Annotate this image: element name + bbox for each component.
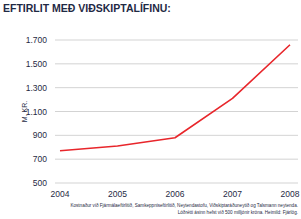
footnote: Kostnaður við Fjármálaeftirlitið, Samkep… xyxy=(70,202,298,208)
y-tick-label: 1.700 xyxy=(26,35,48,45)
y-tick-label: 1.500 xyxy=(26,59,48,69)
grid-line xyxy=(55,135,298,136)
footnote: Lóðrétti ásinn hefst við 500 milljónir k… xyxy=(178,209,298,215)
x-tick-label: 2007 xyxy=(223,189,242,199)
grid-line xyxy=(55,40,298,41)
grid-line xyxy=(55,111,298,112)
x-tick-label: 2008 xyxy=(281,189,300,199)
x-tick-label: 2004 xyxy=(51,189,70,199)
plot-area xyxy=(60,45,290,151)
y-tick-label: 900 xyxy=(33,130,47,140)
grid-line xyxy=(55,63,298,64)
title: EFTIRLIT MEÐ VIÐSKIPTALÍFINU: xyxy=(3,2,171,14)
y-tick-label: 1.300 xyxy=(26,83,48,93)
chart: EFTIRLIT MEÐ VIÐSKIPTALÍFINU:M. KR.50070… xyxy=(0,0,301,219)
y-tick-label: 1.100 xyxy=(26,107,48,117)
grid-line xyxy=(55,87,298,88)
grid-line xyxy=(55,183,298,184)
x-tick-label: 2006 xyxy=(166,189,185,199)
y-tick-label: 700 xyxy=(33,154,47,164)
data-line xyxy=(60,45,290,151)
y-tick-label: 500 xyxy=(33,178,47,188)
x-tick-label: 2005 xyxy=(108,189,127,199)
grid-line xyxy=(55,159,298,160)
